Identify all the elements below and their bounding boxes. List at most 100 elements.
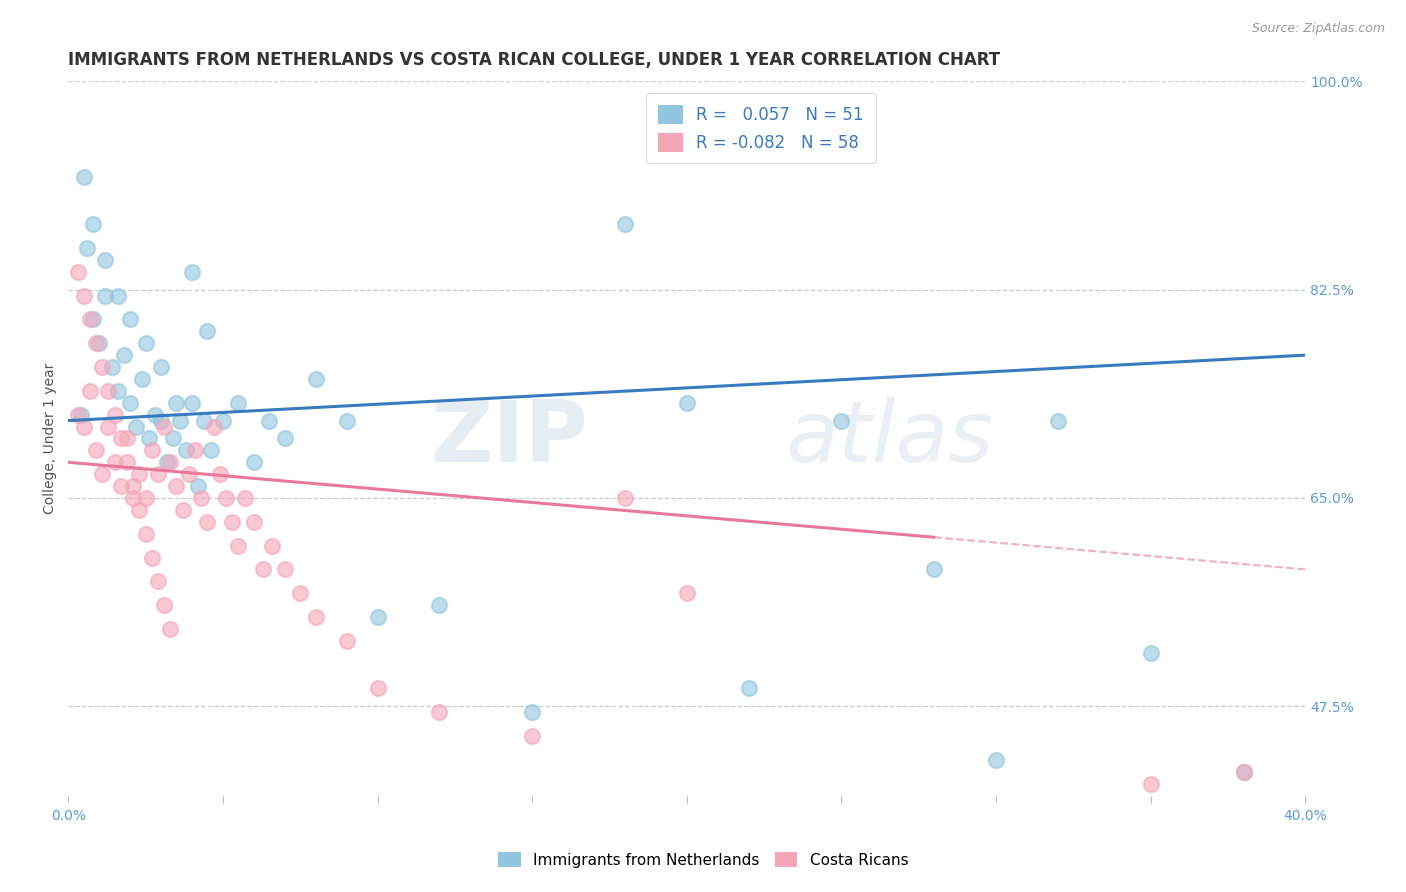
Point — [104, 455, 127, 469]
Point — [613, 491, 636, 505]
Point — [675, 586, 697, 600]
Point — [243, 515, 266, 529]
Point — [520, 706, 543, 720]
Point — [110, 432, 132, 446]
Point — [190, 491, 212, 505]
Point — [79, 312, 101, 326]
Point — [984, 753, 1007, 767]
Point — [184, 443, 207, 458]
Point — [84, 443, 107, 458]
Point — [1046, 414, 1069, 428]
Point — [79, 384, 101, 398]
Point — [112, 348, 135, 362]
Point — [128, 467, 150, 482]
Point — [115, 432, 138, 446]
Point — [197, 515, 219, 529]
Text: ZIP: ZIP — [430, 397, 588, 480]
Point — [107, 384, 129, 398]
Point — [84, 336, 107, 351]
Point — [215, 491, 238, 505]
Point — [135, 336, 157, 351]
Point — [429, 706, 451, 720]
Point — [274, 432, 297, 446]
Point — [429, 598, 451, 612]
Point — [675, 396, 697, 410]
Point — [82, 312, 104, 326]
Point — [166, 396, 188, 410]
Point — [252, 562, 274, 576]
Point — [66, 408, 89, 422]
Point — [91, 467, 114, 482]
Point — [104, 408, 127, 422]
Point — [153, 598, 176, 612]
Point — [156, 455, 179, 469]
Point — [146, 467, 169, 482]
Point — [125, 419, 148, 434]
Point — [110, 479, 132, 493]
Point — [128, 503, 150, 517]
Point — [367, 681, 389, 696]
Point — [193, 414, 215, 428]
Point — [737, 681, 759, 696]
Point — [115, 455, 138, 469]
Point — [159, 622, 181, 636]
Point — [233, 491, 256, 505]
Text: atlas: atlas — [786, 397, 994, 480]
Point — [66, 265, 89, 279]
Point — [613, 217, 636, 231]
Point — [146, 574, 169, 589]
Point — [89, 336, 111, 351]
Point — [69, 408, 91, 422]
Point — [73, 288, 96, 302]
Point — [162, 432, 184, 446]
Point — [336, 633, 359, 648]
Point — [221, 515, 243, 529]
Point — [228, 539, 250, 553]
Legend: Immigrants from Netherlands, Costa Ricans: Immigrants from Netherlands, Costa Rican… — [491, 844, 915, 875]
Point — [73, 419, 96, 434]
Point — [120, 396, 142, 410]
Point — [274, 562, 297, 576]
Point — [922, 562, 945, 576]
Point — [1139, 777, 1161, 791]
Point — [1139, 646, 1161, 660]
Point — [830, 414, 852, 428]
Point — [367, 610, 389, 624]
Text: Source: ZipAtlas.com: Source: ZipAtlas.com — [1251, 22, 1385, 36]
Point — [91, 359, 114, 374]
Point — [97, 384, 120, 398]
Point — [141, 443, 163, 458]
Point — [166, 479, 188, 493]
Point — [143, 408, 166, 422]
Point — [181, 396, 204, 410]
Point — [177, 467, 200, 482]
Point — [150, 359, 173, 374]
Point — [1232, 764, 1254, 779]
Point — [520, 729, 543, 743]
Point — [336, 414, 359, 428]
Point — [122, 479, 145, 493]
Point — [135, 526, 157, 541]
Text: IMMIGRANTS FROM NETHERLANDS VS COSTA RICAN COLLEGE, UNDER 1 YEAR CORRELATION CHA: IMMIGRANTS FROM NETHERLANDS VS COSTA RIC… — [69, 51, 1000, 69]
Point — [107, 288, 129, 302]
Point — [122, 491, 145, 505]
Point — [76, 241, 98, 255]
Point — [181, 265, 204, 279]
Point — [262, 539, 284, 553]
Point — [135, 491, 157, 505]
Y-axis label: College, Under 1 year: College, Under 1 year — [44, 363, 58, 514]
Point — [197, 324, 219, 338]
Point — [138, 432, 160, 446]
Point — [200, 443, 222, 458]
Point — [82, 217, 104, 231]
Point — [100, 359, 122, 374]
Point — [290, 586, 312, 600]
Point — [305, 610, 328, 624]
Point — [259, 414, 281, 428]
Point — [169, 414, 191, 428]
Point — [94, 288, 117, 302]
Point — [212, 414, 235, 428]
Point — [172, 503, 194, 517]
Point — [174, 443, 197, 458]
Point — [120, 312, 142, 326]
